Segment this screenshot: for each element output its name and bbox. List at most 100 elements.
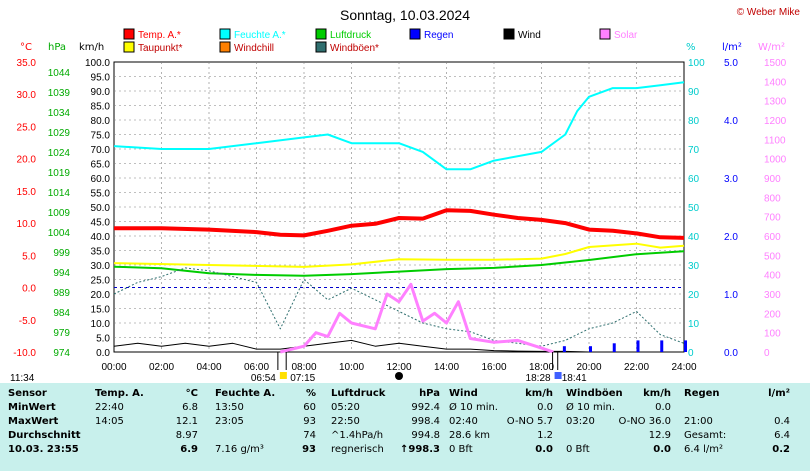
stats-cell: 93 [302,444,316,455]
stats-cell: Ø 10 min. [566,402,615,413]
x-tick-label: 22:00 [624,362,649,373]
hpa-tick-label: 1034 [48,108,71,119]
x-tick-label: 00:00 [101,362,126,373]
stats-cell: 03:20 [566,416,595,427]
kmh-tick-label: 5.0 [96,334,110,345]
legend-label: Temp. A.* [138,30,181,41]
legend: Temp. A.* Feuchte A.* Luftdruck Regen Wind So… [123,28,638,54]
legend-label: Regen [424,30,453,41]
legend-swatch [599,28,611,40]
stats-cell: 0.0 [655,402,671,413]
solar-tick-label: 300 [764,290,781,301]
stats-cell: 0 Bft [566,444,590,455]
rain-bar [660,340,664,352]
weather-chart: Sonntag, 10.03.2024 © Weber Mike Temp. A… [10,7,801,383]
stats-cell: 0.4 [774,416,790,427]
temp-tick-label: 0.0 [22,284,36,295]
rain-tick-label: 5.0 [724,58,738,69]
now-label: 11:34 [10,373,35,383]
kmh-tick-label: 50.0 [91,203,111,214]
stats-cell: Temp. A. [95,388,144,399]
x-tick-label: 10:00 [339,362,364,373]
kmh-tick-label: 60.0 [91,174,111,185]
stats-cell: 28.6 km [449,430,490,441]
stats-cell: Sensor [8,388,47,399]
stats-cell: 0 Bft [449,444,473,455]
solar-tick-label: 200 [764,309,781,320]
x-tick-label: 08:00 [291,362,316,373]
stats-cell: 8.97 [175,430,198,441]
series-line-2 [113,81,685,171]
pct-unit-label: % [686,42,696,53]
legend-swatch [503,28,515,40]
stats-cell: 0.0 [537,402,553,413]
solar-tick-label: 1100 [764,135,786,146]
pct-tick-label: 10 [688,319,700,330]
hpa-tick-label: 1014 [48,188,71,199]
kmh-tick-label: 85.0 [91,102,111,113]
sunrise-end-label: 07:15 [290,373,315,383]
stats-cell: 14:05 [95,416,124,427]
stats-cell: 7.16 g/m³ [215,444,264,455]
solar-tick-label: 1300 [764,97,787,108]
pct-tick-label: 100 [688,58,705,69]
temp-tick-label: 10.0 [17,219,37,230]
series-line-1 [113,242,685,268]
solar-tick-label: 500 [764,251,781,262]
kmh-tick-label: 15.0 [91,305,111,316]
solar-tick-label: 1200 [764,116,787,127]
kmh-tick-label: 95.0 [91,73,111,84]
rain-tick-label: 3.0 [724,174,738,185]
copyright-label: © Weber Mike [737,7,801,18]
rain-tick-label: 4.0 [724,116,738,127]
series-line-0 [114,208,685,240]
stats-cell: 22:40 [95,402,124,413]
kmh-unit-label: km/h [79,42,104,53]
chart-title: Sonntag, 10.03.2024 [340,7,470,23]
rain-unit-label: l/m² [722,42,742,53]
legend-swatch [219,28,231,40]
stats-cell: 23:05 [215,416,244,427]
stats-cell: km/h [525,388,553,399]
kmh-tick-label: 55.0 [91,189,111,200]
axis-units: °C hPa km/h % l/m² W/m² [20,42,785,53]
kmh-tick-label: 70.0 [91,145,111,156]
temp-tick-label: 25.0 [17,122,37,133]
pct-tick-label: 80 [688,116,700,127]
series-line-5 [113,267,685,347]
sunset-icon [554,372,562,379]
stats-cell: 0.0 [535,444,553,455]
hpa-unit-label: hPa [48,42,66,53]
stats-cell: 998.4 [411,416,440,427]
series-line-3 [113,250,685,277]
sunset-end-label: 18:41 [562,373,587,383]
stats-cell: 12.9 [648,430,671,441]
solar-tick-label: 600 [764,232,781,243]
stats-cell: Gesamt: [684,430,727,441]
x-tick-label: 20:00 [576,362,601,373]
kmh-tick-label: 25.0 [91,276,111,287]
stats-cell: 13:50 [215,402,244,413]
x-tick-label: 16:00 [481,362,506,373]
stats-cell: 6.4 l/m² [684,444,723,455]
temp-tick-label: 15.0 [17,187,37,198]
x-tick-label: 04:00 [196,362,221,373]
pct-tick-label: 50 [688,203,700,214]
legend-label: Feuchte A.* [234,30,286,41]
solar-tick-label: 100 [764,329,781,340]
series-line-4 [113,339,684,353]
stats-cell: 10.03. 23:55 [8,444,79,455]
temp-tick-label: 35.0 [17,58,37,69]
kmh-tick-label: 20.0 [91,290,111,301]
stats-cell: km/h [643,388,671,399]
hpa-tick-label: 984 [53,308,70,319]
legend-swatch [315,41,327,53]
hpa-tick-label: 1029 [48,128,71,139]
rain-bar [562,346,566,352]
hpa-tick-label: 1009 [48,208,71,219]
stats-cell: 1.2 [537,430,553,441]
x-tick-label: 14:00 [434,362,459,373]
legend-swatch [315,28,327,40]
hpa-tick-label: 979 [53,328,70,339]
legend-swatch [123,28,135,40]
